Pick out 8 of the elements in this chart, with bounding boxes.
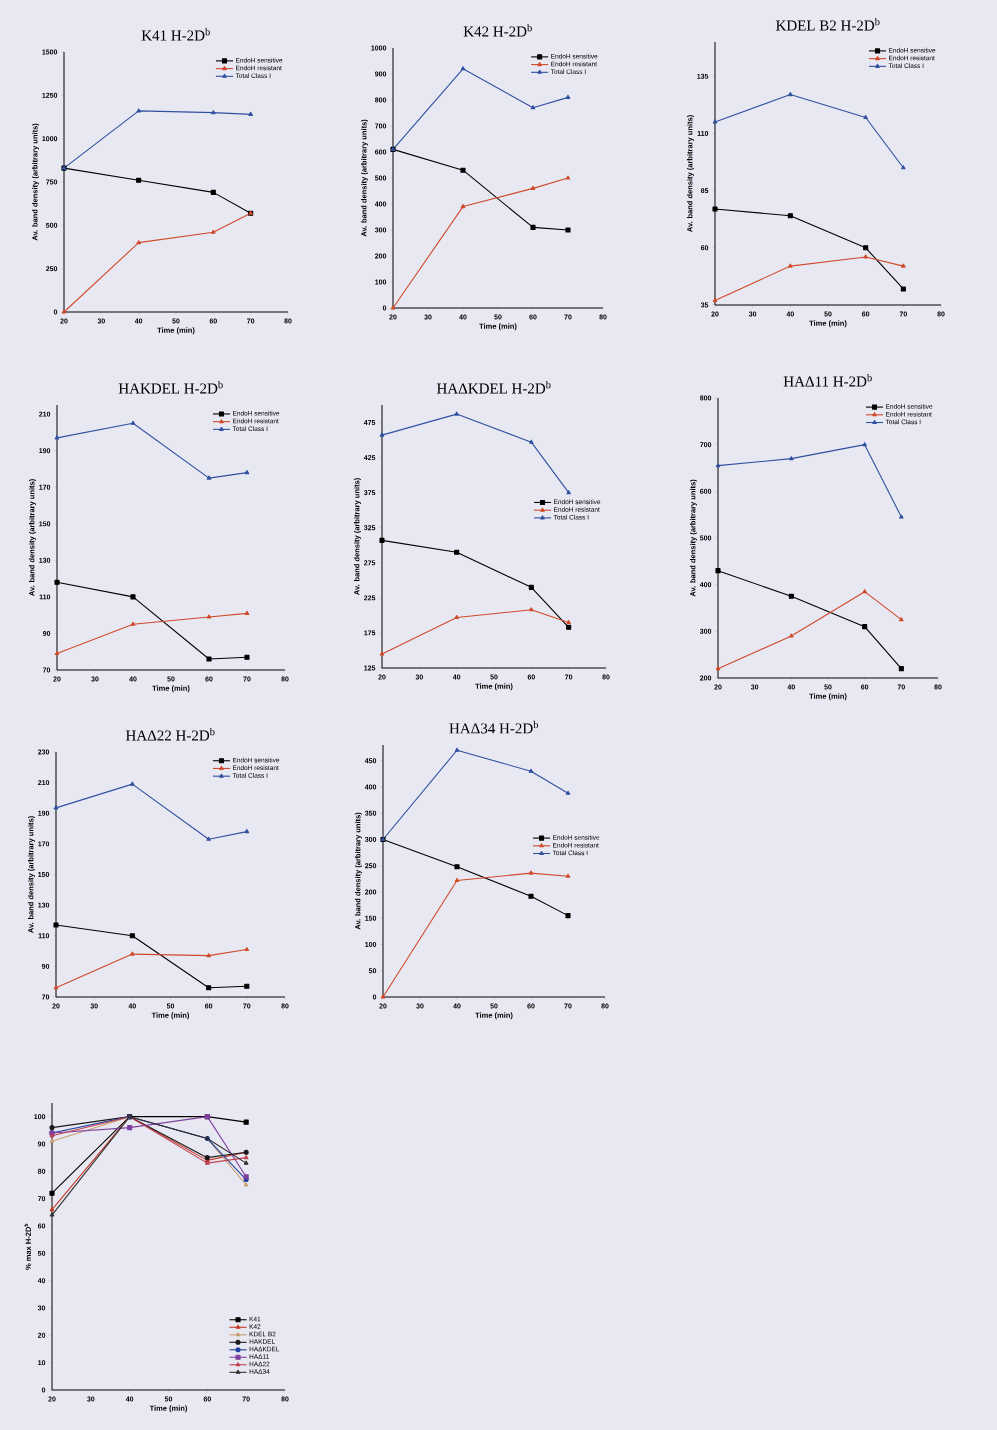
chart-title: K42 H-2D$^{b}$: [463, 23, 532, 37]
chart-title: HAΔKDEL H-2D$^{b}$: [436, 380, 551, 394]
chart-title: K41 H-2D$^{b}$: [141, 27, 210, 41]
chart-title: HAΔ11 H-2D$^{b}$: [783, 373, 872, 387]
chart-title: HAΔ34 H-2D$^{b}$: [449, 720, 539, 734]
chart-title: HAKDEL H-2D$^{b}$: [118, 380, 223, 394]
chart-title: KDEL B2 H-2D$^{b}$: [775, 17, 880, 31]
chart-title: HAΔ22 H-2D$^{b}$: [125, 727, 215, 741]
